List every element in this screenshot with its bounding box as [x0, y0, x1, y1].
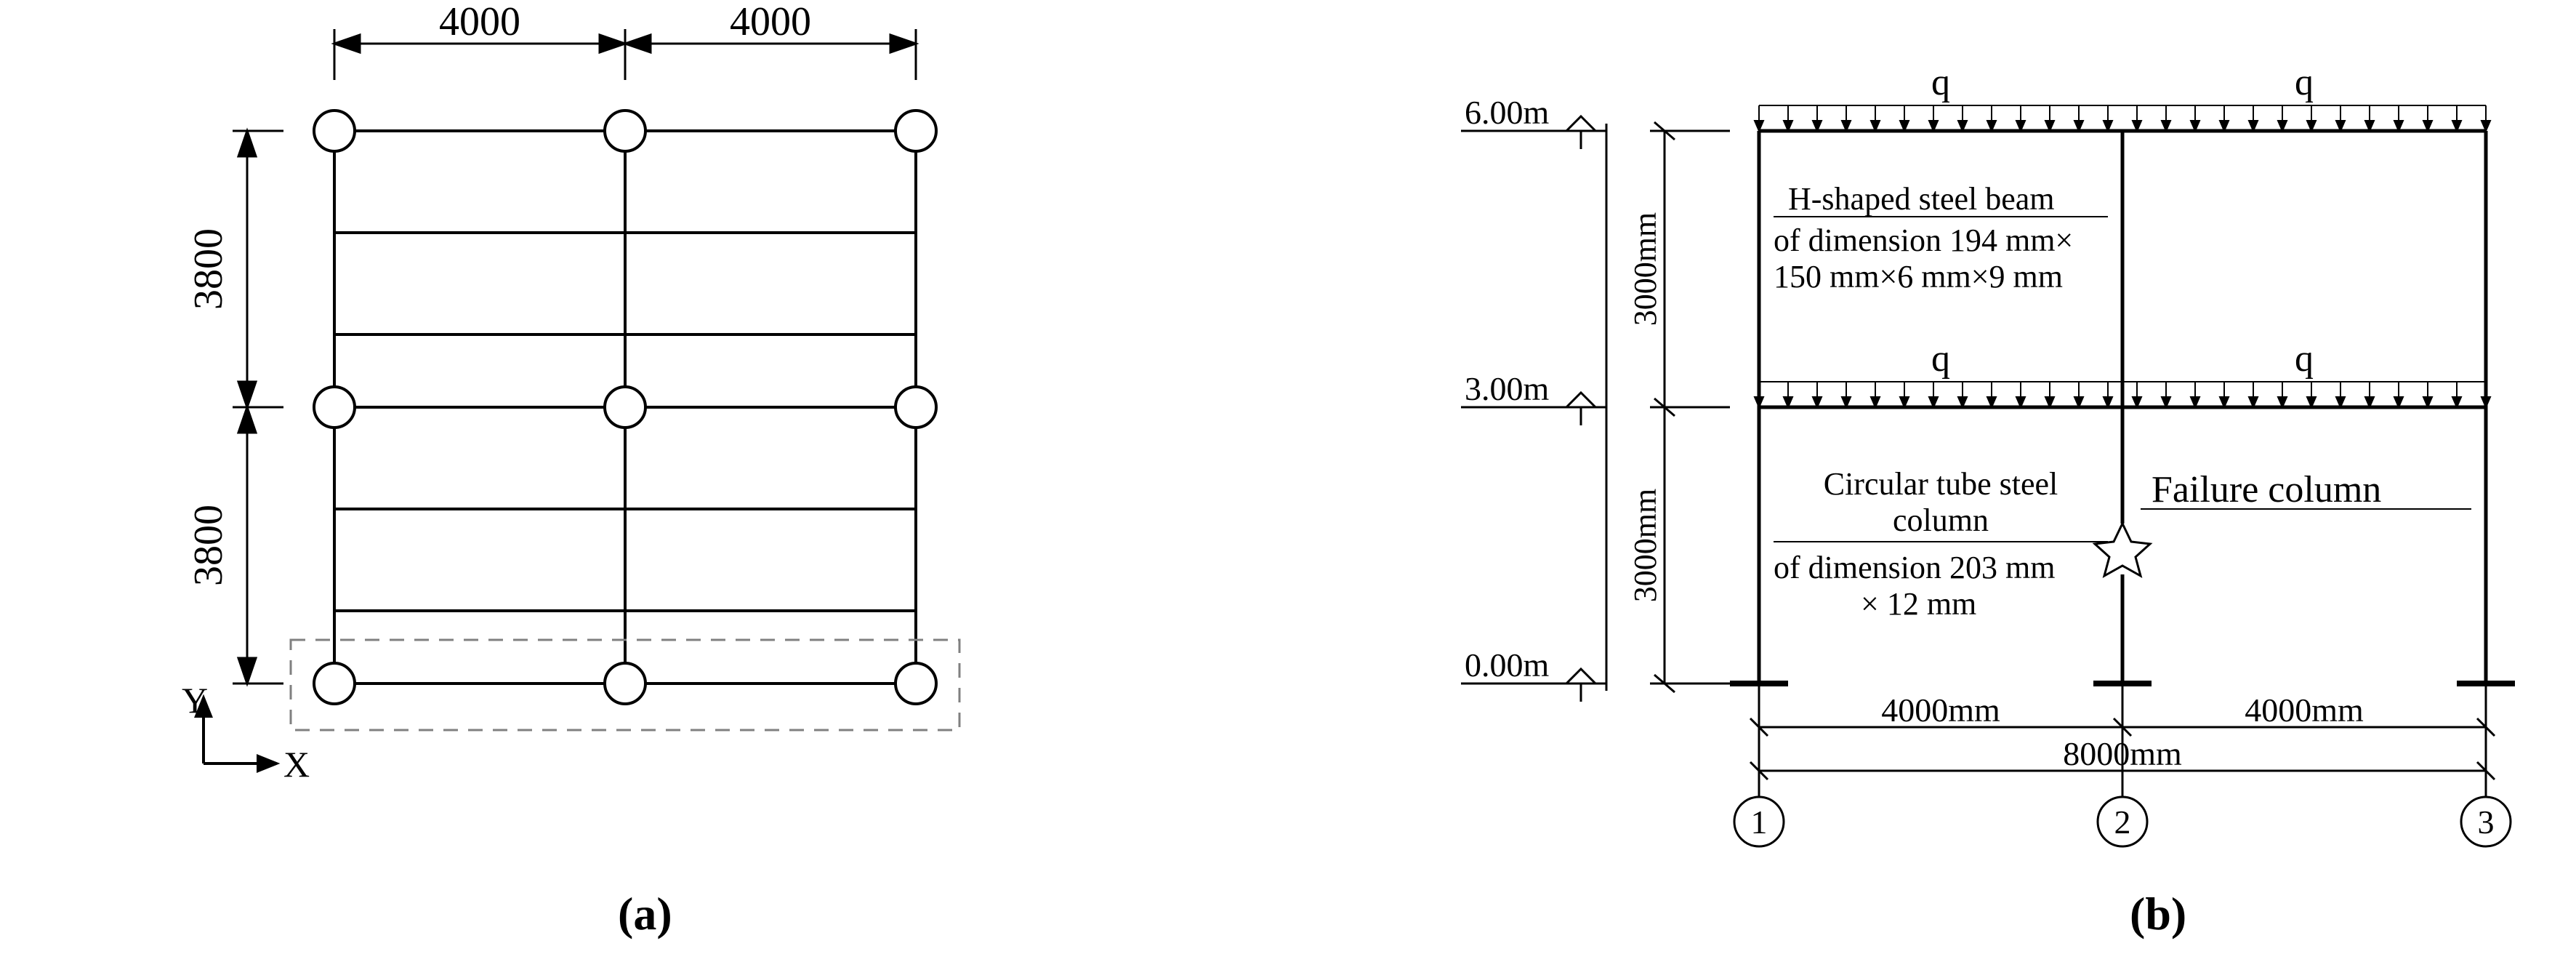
q-label-top-right: q — [2295, 62, 2314, 103]
col-note-line4: × 12 mm — [1861, 586, 1976, 622]
plan-view: 4000 4000 3800 3800 — [73, 0, 1090, 836]
caption-b: (b) — [2130, 887, 2186, 941]
q-label-mid-left: q — [1931, 338, 1950, 380]
beam-note-line2: of dimension 194 mm× — [1774, 223, 2073, 258]
level-label-0: 0.00m — [1465, 646, 1550, 684]
story-dims — [1650, 122, 1730, 692]
q-label-top-left: q — [1931, 62, 1950, 103]
col-note-line2: column — [1893, 502, 1989, 538]
col-note-line3: of dimension 203 mm — [1774, 550, 2055, 585]
bottom-dim-right: 4000mm — [2245, 692, 2364, 729]
x-axis-label: X — [283, 744, 310, 785]
top-dimension — [334, 29, 916, 80]
dim-left-1: 3800 — [186, 228, 231, 310]
star-icon — [2095, 524, 2150, 576]
dim-left-2: 3800 — [186, 505, 231, 586]
elevation-view: 6.00m 3.00m 0.00m 3000mm 3000mm — [1352, 0, 2573, 873]
beam-note-line3: 150 mm×6 mm×9 mm — [1774, 259, 2063, 294]
failure-label: Failure column — [2152, 469, 2381, 510]
beam-note-line1: H-shaped steel beam — [1788, 181, 2055, 217]
left-dimension — [233, 131, 283, 684]
q-label-mid-right: q — [2295, 338, 2314, 380]
y-axis-label: Y — [182, 680, 208, 721]
level-axis — [1461, 116, 1606, 702]
caption-a: (a) — [618, 887, 672, 941]
axis-id-3: 3 — [2478, 803, 2495, 841]
axis-id-1: 1 — [1751, 803, 1768, 841]
axis-id-2: 2 — [2114, 803, 2131, 841]
level-label-3: 3.00m — [1465, 370, 1550, 407]
axes-icon — [196, 698, 276, 771]
story-dim-lower: 3000mm — [1627, 489, 1663, 602]
story-dim-upper: 3000mm — [1627, 212, 1663, 326]
col-note-line1: Circular tube steel — [1824, 466, 2058, 502]
dim-top-2: 4000 — [730, 0, 811, 44]
bottom-dim-left: 4000mm — [1881, 692, 2000, 729]
level-label-6: 6.00m — [1465, 94, 1550, 131]
dim-top-1: 4000 — [439, 0, 520, 44]
